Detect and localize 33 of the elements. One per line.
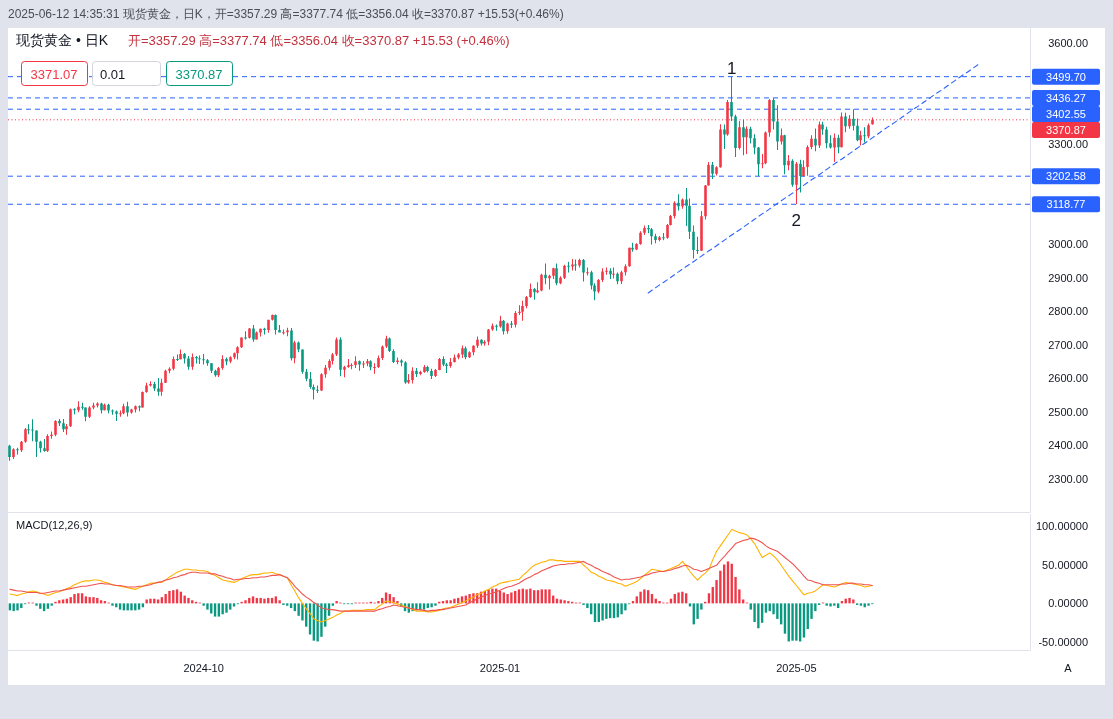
annotation: 0.01 [100, 66, 126, 82]
text: A [1064, 662, 1073, 674]
y-tick-label: 2700.00 [1048, 338, 1088, 351]
annotation: 3370.87 [175, 66, 223, 82]
ref-line-label: 3436.27 [1046, 91, 1086, 104]
y-tick-label: 2900.00 [1048, 271, 1088, 284]
x-tick-label: 2025-05 [776, 662, 817, 674]
y-tick-label: 2600.00 [1048, 372, 1088, 385]
ref-line-label: 3118.77 [1046, 198, 1086, 211]
annotation: 3371.07 [30, 66, 78, 82]
chart-subtitle: 现货黄金 • 日K [16, 32, 109, 48]
y-tick-label: 3300.00 [1048, 137, 1088, 150]
y-tick-label: 2500.00 [1048, 405, 1088, 418]
y-tick-label: 3000.00 [1048, 238, 1088, 251]
y-tick-label: -50.00000 [1038, 636, 1088, 649]
annotation: 1 [727, 58, 737, 78]
text: MACD(12,26,9) [16, 519, 93, 531]
y-tick-label: 2400.00 [1048, 439, 1088, 452]
annotation: 2 [791, 211, 802, 231]
y-tick-label: 3600.00 [1048, 37, 1088, 50]
x-tick-label: 2025-01 [479, 662, 521, 674]
ref-line-label: 3402.55 [1046, 107, 1086, 120]
y-tick-label: 2300.00 [1048, 472, 1088, 485]
chart-title: 2025-06-12 14:35:31 现货黄金，日K，开=3357.29 高=3377.74 低=3356.04 收=3370.87 +15.53(+0.46%) [8, 7, 564, 21]
annotation: 开=3357.29 高=3377.74 低=3356.04 收=3370.87 +15.53 (+0.46%) [128, 33, 510, 48]
ref-line-label: 3370.87 [1046, 123, 1086, 136]
ref-line-label: 3499.70 [1046, 70, 1086, 83]
y-tick-label: 100.00000 [1036, 519, 1088, 532]
x-tick-label: 2024-10 [183, 662, 224, 674]
y-tick-label: 2800.00 [1048, 305, 1088, 318]
ref-line-label: 3202.58 [1046, 170, 1086, 183]
y-tick-label: 50.00000 [1042, 558, 1088, 571]
y-tick-label: 0.00000 [1048, 597, 1088, 610]
